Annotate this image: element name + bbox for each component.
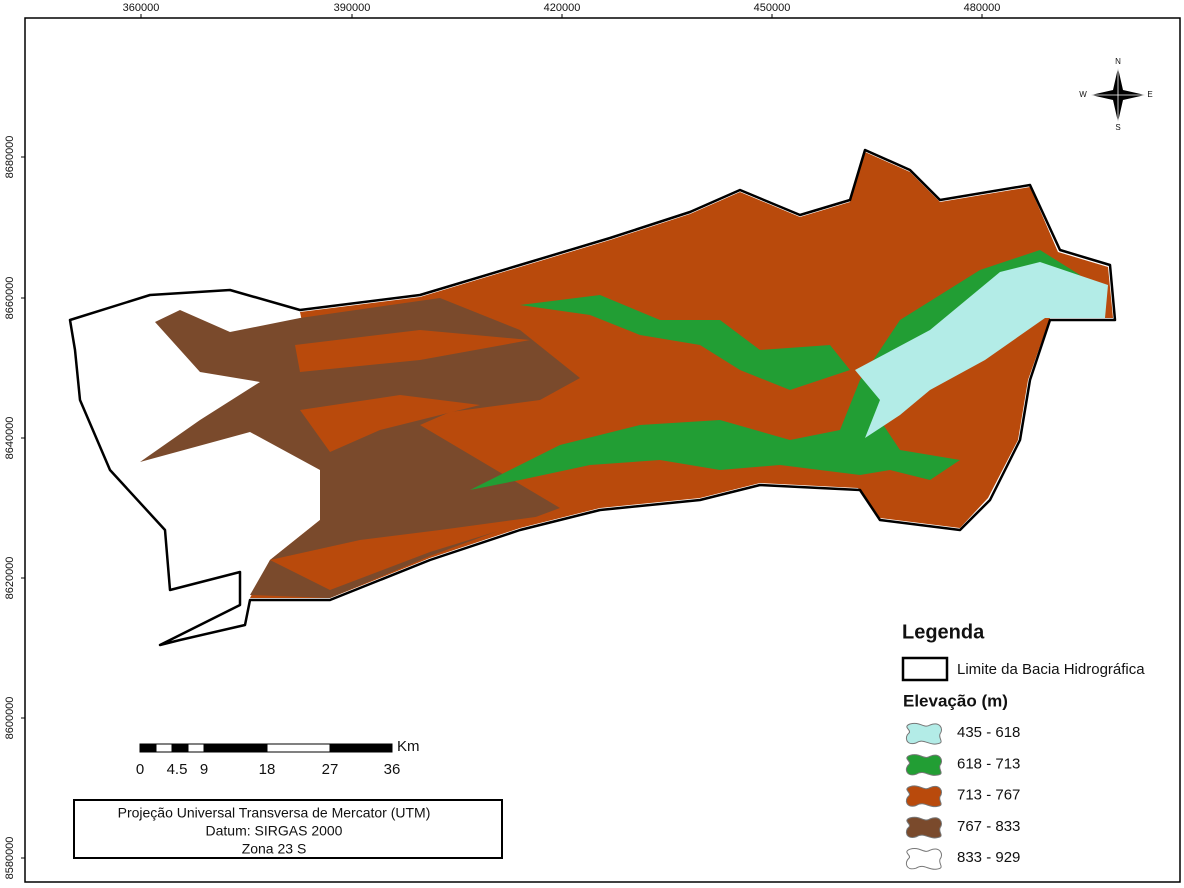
scale-segment: [171, 743, 189, 753]
scale-segment: [187, 743, 205, 753]
legend-label: 713 - 767: [957, 787, 1020, 804]
legend-label: 767 - 833: [957, 818, 1020, 835]
x-tick-label: 390000: [334, 2, 371, 14]
y-tick-label: 8640000: [4, 417, 16, 460]
coordinate-ticks: 360000 390000 420000 450000 480000 8680000 866…: [4, 2, 1000, 880]
scale-label: 9: [200, 761, 208, 778]
y-tick-label: 8600000: [4, 697, 16, 740]
projection-box: [73, 799, 503, 859]
y-tick-label: 8680000: [4, 136, 16, 179]
legend-classes: 435 - 618 618 - 713 713 - 767 767 - 833 833 …: [905, 722, 1020, 870]
terrain: [68, 148, 1117, 647]
x-tick-label: 450000: [754, 2, 791, 14]
elevation-713-767-ridges: [270, 330, 550, 590]
x-tick-label: 480000: [964, 2, 1001, 14]
scale-label: 36: [384, 761, 401, 778]
legend-swatch: [905, 785, 943, 808]
y-tick-label: 8660000: [4, 277, 16, 320]
elevation-618-713: [470, 250, 1080, 490]
compass: N S W E: [1079, 57, 1152, 132]
scale-label: 4.5: [167, 761, 188, 778]
elevation-435-618: [855, 262, 1108, 438]
x-tick-label: 420000: [544, 2, 581, 14]
scale-label: 27: [322, 761, 339, 778]
projection-line: Projeção Universal Transversa de Mercato…: [118, 805, 431, 821]
projection-line: Zona 23 S: [242, 841, 307, 857]
boundary-swatch: [901, 656, 949, 682]
projection-line: Datum: SIRGAS 2000: [206, 823, 343, 839]
compass-s: S: [1115, 123, 1120, 132]
scale-unit: Km: [397, 738, 420, 755]
projection-text: Projeção Universal Transversa de Mercato…: [118, 805, 431, 857]
legend-label: 618 - 713: [957, 755, 1020, 772]
compass-w: W: [1079, 90, 1087, 99]
legend-title: Legenda: [902, 621, 985, 643]
legend-label: 435 - 618: [957, 724, 1020, 741]
legend-elevation-title: Elevação (m): [903, 691, 1008, 710]
legend-swatch: [905, 848, 943, 870]
y-tick-label: 8620000: [4, 557, 16, 600]
scale-label: 0: [136, 761, 144, 778]
y-tick-label: 8580000: [4, 837, 16, 880]
elevation-767-833: [140, 298, 580, 598]
scale-label: 18: [259, 761, 276, 778]
x-tick-label: 360000: [123, 2, 160, 14]
compass-rose-lines: [1091, 68, 1145, 122]
legend-swatch: [905, 722, 943, 745]
scale-segment: [203, 743, 268, 753]
legend-swatch: [905, 816, 943, 839]
legend-swatch: [905, 754, 943, 776]
scale-segment: [139, 743, 157, 753]
scale-segment: [266, 743, 331, 753]
compass-n: N: [1115, 57, 1121, 66]
scale-bar: 0 4.5 9 18 27 36: [136, 743, 401, 778]
scale-segment: [329, 743, 393, 753]
legend-boundary: Limite da Bacia Hidrográfica: [957, 661, 1145, 678]
basin-boundary: [68, 148, 1117, 647]
scale-segment: [155, 743, 173, 753]
legend-label: 833 - 929: [957, 849, 1020, 866]
compass-e: E: [1147, 90, 1152, 99]
